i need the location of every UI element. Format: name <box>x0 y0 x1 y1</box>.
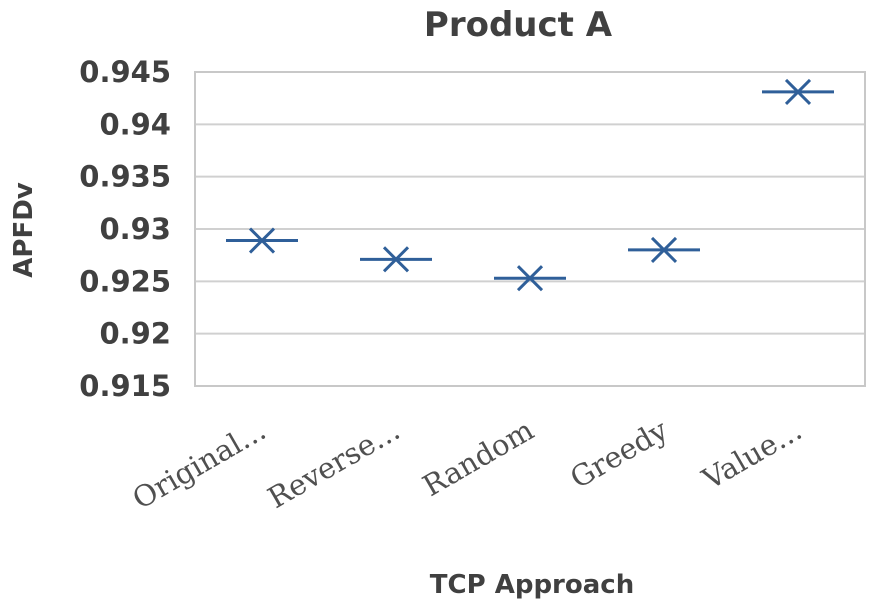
data-point <box>628 236 700 263</box>
y-axis-ticks: 0.945 0.94 0.935 0.93 0.925 0.92 0.915 <box>79 55 171 403</box>
x-axis-ticks: Original...Reverse... Random Greedy Value..… <box>127 412 808 516</box>
data-point <box>226 227 298 254</box>
data-markers <box>226 78 834 292</box>
y-tick-label: 0.92 <box>99 317 171 351</box>
data-point <box>494 265 566 292</box>
y-tick-label: 0.915 <box>79 369 171 403</box>
data-point <box>762 78 834 105</box>
x-tick-label: Greedy <box>564 412 674 495</box>
x-axis-title: TCP Approach <box>430 570 634 600</box>
gridlines <box>195 71 865 387</box>
plot-area <box>194 71 866 387</box>
y-tick-label: 0.93 <box>99 212 171 246</box>
chart-title: Product A <box>424 5 613 45</box>
y-tick-label: 0.945 <box>79 55 171 89</box>
x-tick-label: Original... <box>127 413 272 516</box>
x-tick-label: Value... <box>696 413 808 497</box>
x-tick-label: Reverse... <box>262 413 406 515</box>
y-axis-title: APFDv <box>9 182 39 278</box>
y-tick-label: 0.925 <box>79 264 171 298</box>
y-tick-label: 0.94 <box>99 107 171 141</box>
y-tick-label: 0.935 <box>79 160 171 194</box>
data-point <box>360 246 432 273</box>
x-tick-label: Random <box>417 413 540 503</box>
